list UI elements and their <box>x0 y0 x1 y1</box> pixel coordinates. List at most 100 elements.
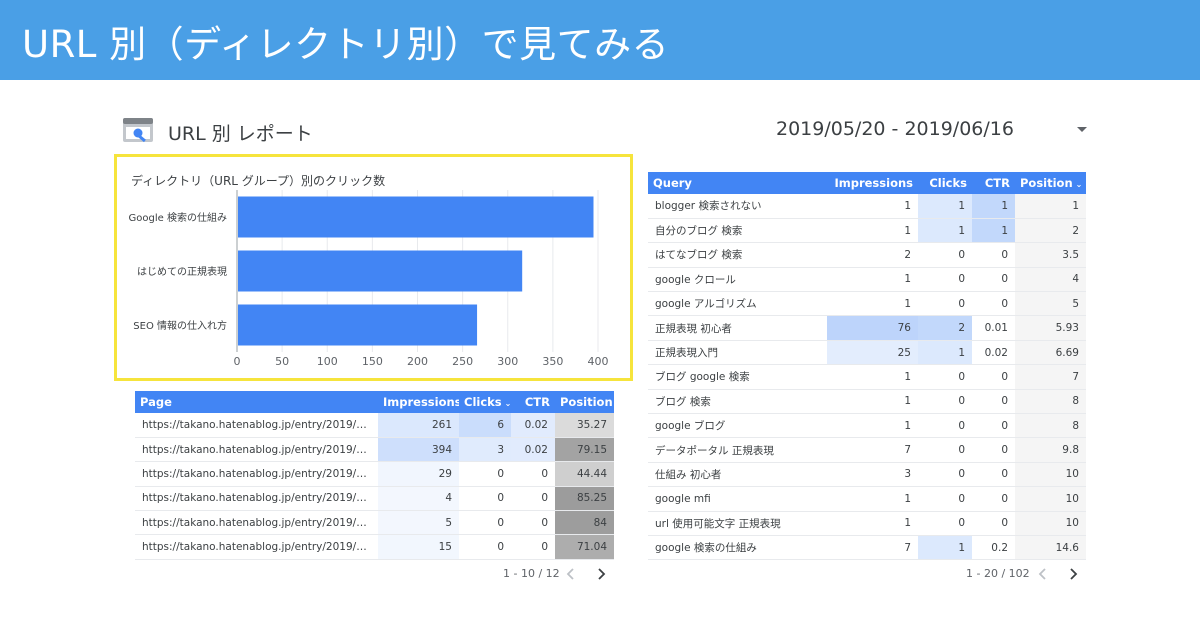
next-page-icon[interactable] <box>593 566 609 582</box>
bar[interactable] <box>238 196 594 238</box>
table-cell: 0 <box>511 486 555 512</box>
table-cell[interactable]: https://takano.hatenablog.jp/entry/2019/… <box>135 437 378 463</box>
table-cell: 0 <box>459 534 511 560</box>
column-header[interactable]: Clicks <box>918 172 972 194</box>
query-table-header: Query Impressions Clicks CTR Position ⌄ <box>648 172 1086 194</box>
x-tick-label: 0 <box>234 355 241 368</box>
bar[interactable] <box>238 250 523 292</box>
table-cell[interactable]: ブログ 検索 <box>648 389 827 415</box>
table-cell: 1 <box>827 413 918 439</box>
table-row[interactable]: google アルゴリズム 1 0 0 5 <box>648 291 1086 317</box>
table-cell[interactable]: google アルゴリズム <box>648 291 827 317</box>
table-cell: 0 <box>918 364 972 390</box>
search-console-icon <box>123 118 153 143</box>
table-cell[interactable]: url 使用可能文字 正規表現 <box>648 511 827 536</box>
column-header[interactable]: Impressions <box>378 391 459 413</box>
table-cell: 0 <box>972 462 1015 488</box>
column-header[interactable]: CTR <box>511 391 555 413</box>
table-row[interactable]: はてなブログ 検索 2 0 0 3.5 <box>648 242 1086 268</box>
table-row[interactable]: https://takano.hatenablog.jp/entry/2019/… <box>135 486 614 512</box>
column-header[interactable]: Position <box>555 391 614 413</box>
sort-caret-icon[interactable]: ⌄ <box>504 399 511 408</box>
table-cell[interactable]: 正規表現 初心者 <box>648 315 827 341</box>
table-cell[interactable]: https://takano.hatenablog.jp/entry/2019/… <box>135 461 378 487</box>
table-cell: 6 <box>459 413 511 438</box>
table-row[interactable]: https://takano.hatenablog.jp/entry/2019/… <box>135 413 614 438</box>
table-cell[interactable]: 仕組み 初心者 <box>648 462 827 488</box>
table-cell[interactable]: 正規表現入門 <box>648 340 827 366</box>
table-row[interactable]: google mfi 1 0 0 10 <box>648 486 1086 512</box>
chevron-down-icon[interactable] <box>1077 127 1087 132</box>
page-table: Page Impressions Clicks ⌄ CTR Position https:… <box>135 391 614 560</box>
table-cell: 1 <box>918 535 972 561</box>
table-cell: 8 <box>1015 413 1086 439</box>
table-row[interactable]: ブログ google 検索 1 0 0 7 <box>648 364 1086 390</box>
table-row[interactable]: https://takano.hatenablog.jp/entry/2019/… <box>135 461 614 487</box>
page-table-header: Page Impressions Clicks ⌄ CTR Position <box>135 391 614 413</box>
bar[interactable] <box>238 304 478 346</box>
column-header[interactable]: Clicks ⌄ <box>459 391 511 413</box>
table-row[interactable]: https://takano.hatenablog.jp/entry/2019/… <box>135 437 614 463</box>
table-cell: 0 <box>972 267 1015 293</box>
table-row[interactable]: 正規表現 初心者 76 2 0.01 5.93 <box>648 315 1086 341</box>
table-row[interactable]: 自分のブログ 検索 1 1 1 2 <box>648 218 1086 244</box>
table-cell: 5 <box>1015 291 1086 317</box>
table-cell[interactable]: https://takano.hatenablog.jp/entry/2019/… <box>135 534 378 560</box>
table-cell[interactable]: https://takano.hatenablog.jp/entry/2019/… <box>135 413 378 438</box>
date-range-picker[interactable]: 2019/05/20 - 2019/06/16 <box>776 118 1014 140</box>
column-header[interactable]: CTR <box>972 172 1015 194</box>
column-header[interactable]: Position ⌄ <box>1015 172 1086 194</box>
table-row[interactable]: google 検索の仕組み 7 1 0.2 14.6 <box>648 535 1086 561</box>
table-row[interactable]: データポータル 正規表現 7 0 0 9.8 <box>648 437 1086 463</box>
prev-page-icon[interactable] <box>563 566 579 582</box>
page-table-body: https://takano.hatenablog.jp/entry/2019/… <box>135 413 614 560</box>
table-cell[interactable]: 自分のブログ 検索 <box>648 218 827 244</box>
table-cell: 0 <box>918 437 972 463</box>
table-cell: 1 <box>918 218 972 244</box>
column-header[interactable]: Query <box>648 172 827 194</box>
column-header[interactable]: Impressions <box>827 172 918 194</box>
table-cell: 0 <box>459 510 511 536</box>
bar-chart: 0 50 100 150 200 250 300 350 400 Google 検索の仕組みはじめ… <box>129 190 609 368</box>
table-row[interactable]: https://takano.hatenablog.jp/entry/2019/… <box>135 534 614 560</box>
x-tick-label: 200 <box>407 355 428 368</box>
table-row[interactable]: google ブログ 1 0 0 8 <box>648 413 1086 439</box>
table-cell[interactable]: blogger 検索されない <box>648 194 827 219</box>
table-cell: 85.25 <box>555 486 614 512</box>
table-row[interactable]: ブログ 検索 1 0 0 8 <box>648 389 1086 415</box>
table-cell: 1 <box>827 291 918 317</box>
table-cell: 0 <box>511 510 555 536</box>
banner-title: URL 別（ディレクトリ別）で見てみる <box>22 23 670 66</box>
table-cell: 1 <box>827 364 918 390</box>
table-cell: 0 <box>918 486 972 512</box>
table-cell[interactable]: google mfi <box>648 486 827 512</box>
table-row[interactable]: 仕組み 初心者 3 0 0 10 <box>648 462 1086 488</box>
chart-title: ディレクトリ（URL グループ）別のクリック数 <box>131 174 386 188</box>
table-row[interactable]: blogger 検索されない 1 1 1 1 <box>648 194 1086 219</box>
table-cell[interactable]: https://takano.hatenablog.jp/entry/2019/… <box>135 510 378 536</box>
table-cell[interactable]: https://takano.hatenablog.jp/entry/2019/… <box>135 486 378 512</box>
column-header[interactable]: Page <box>135 391 378 413</box>
table-row[interactable]: url 使用可能文字 正規表現 1 0 0 10 <box>648 511 1086 536</box>
table-cell: 0.02 <box>511 413 555 438</box>
table-cell: 0 <box>918 389 972 415</box>
table-row[interactable]: 正規表現入門 25 1 0.02 6.69 <box>648 340 1086 366</box>
table-cell[interactable]: google ブログ <box>648 413 827 439</box>
table-cell[interactable]: ブログ google 検索 <box>648 364 827 390</box>
table-cell[interactable]: はてなブログ 検索 <box>648 242 827 268</box>
sort-caret-icon[interactable]: ⌄ <box>1075 180 1083 189</box>
table-cell: 10 <box>1015 462 1086 488</box>
x-tick-label: 250 <box>452 355 473 368</box>
table-row[interactable]: google クロール 1 0 0 4 <box>648 267 1086 293</box>
table-row[interactable]: https://takano.hatenablog.jp/entry/2019/… <box>135 510 614 536</box>
next-page-icon[interactable] <box>1065 566 1081 582</box>
x-tick-label: 150 <box>362 355 383 368</box>
table-cell: 7 <box>827 535 918 561</box>
table-cell: 84 <box>555 510 614 536</box>
table-cell[interactable]: google 検索の仕組み <box>648 535 827 561</box>
prev-page-icon[interactable] <box>1035 566 1051 582</box>
table-cell[interactable]: google クロール <box>648 267 827 293</box>
table-cell: 0.01 <box>972 315 1015 341</box>
table-cell: 2 <box>918 315 972 341</box>
table-cell[interactable]: データポータル 正規表現 <box>648 437 827 463</box>
